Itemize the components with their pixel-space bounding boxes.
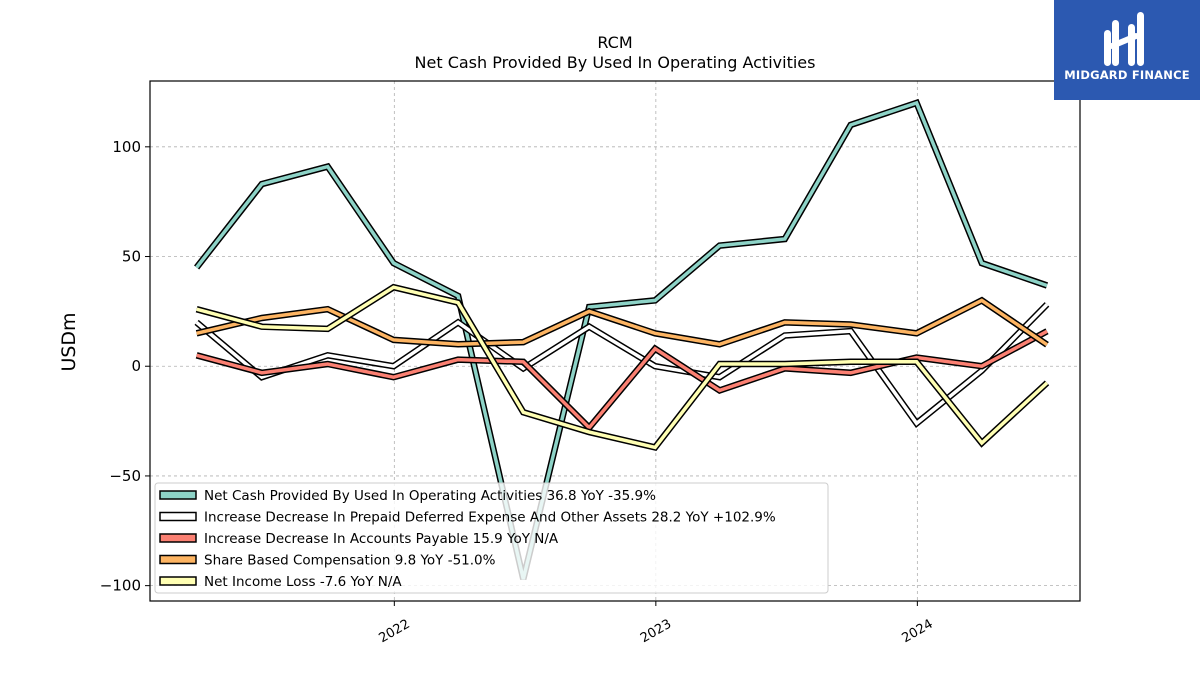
legend-label: Net Cash Provided By Used In Operating A… [204, 488, 656, 504]
legend: Net Cash Provided By Used In Operating A… [154, 482, 829, 594]
brand-logo-text: MIDGARD FINANCE [1064, 68, 1190, 82]
legend-label: Increase Decrease In Prepaid Deferred Ex… [204, 510, 776, 526]
x-tick-label: 2024 [900, 617, 936, 647]
chart-title: RCM [597, 33, 632, 52]
legend-label: Increase Decrease In Accounts Payable 15… [204, 531, 559, 547]
series-line-0 [195, 100, 1048, 580]
legend-swatch [159, 554, 197, 565]
legend-box [154, 482, 829, 594]
legend-label: Net Income Loss -7.6 YoY N/A [204, 574, 402, 590]
legend-swatch [159, 490, 197, 500]
legend-label: Share Based Compensation 9.8 YoY -51.0% [204, 553, 496, 569]
x-tick-label: 2023 [638, 617, 674, 647]
plot-frame [149, 80, 1081, 602]
series-lines [194, 98, 1050, 580]
legend-swatch [159, 533, 197, 543]
chart-subtitle: Net Cash Provided By Used In Operating A… [415, 53, 816, 72]
series-line-4 [196, 285, 1049, 450]
series-line-1 [195, 303, 1049, 426]
y-tick-label: −50 [109, 467, 141, 485]
y-axis-label: USDm [58, 312, 80, 371]
y-tick-label: 0 [131, 357, 141, 375]
x-tick-label: 2022 [376, 617, 412, 647]
legend-swatch [159, 576, 197, 586]
midgard-logo-icon [1104, 12, 1144, 66]
y-tick-label: 50 [122, 248, 141, 266]
series-line-3 [196, 298, 1048, 347]
legend-swatch [159, 511, 197, 522]
y-tick-label: 100 [112, 138, 141, 156]
brand-logo: MIDGARD FINANCE [1054, 0, 1200, 100]
y-tick-label: −100 [100, 577, 141, 595]
